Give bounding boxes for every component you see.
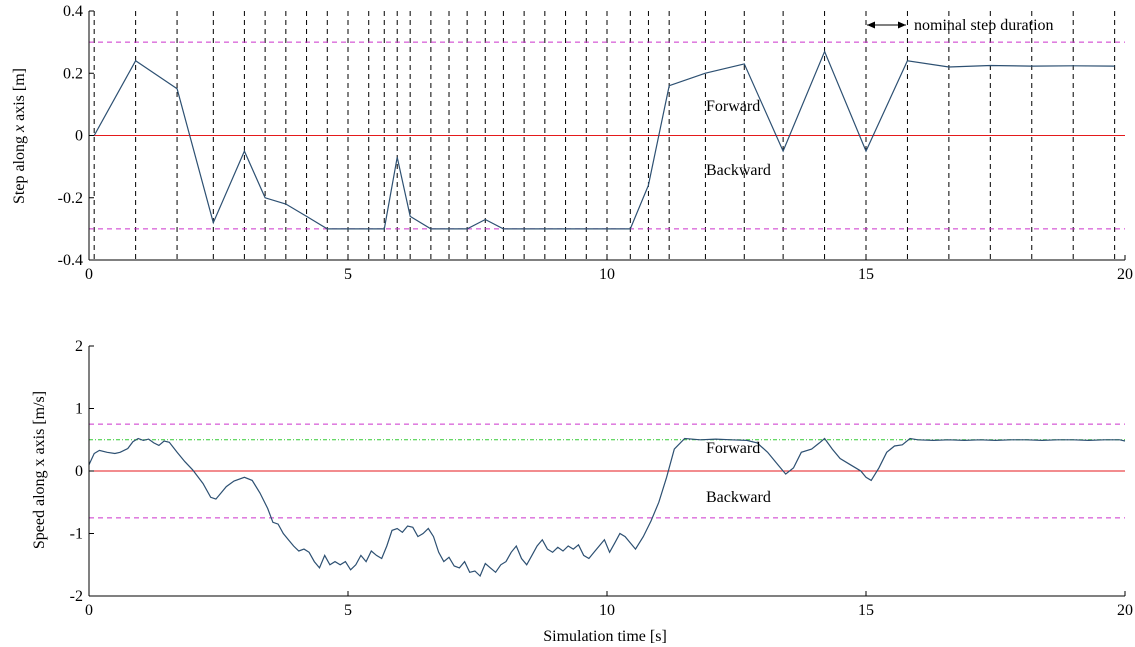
backward-label: Backward bbox=[706, 162, 771, 179]
y-tick-label: 0.2 bbox=[63, 65, 83, 82]
y-tick-label: -0.2 bbox=[58, 190, 83, 207]
y-tick-label: 2 bbox=[75, 338, 83, 355]
x-tick-label: 20 bbox=[1117, 602, 1133, 619]
x-tick-label: 5 bbox=[344, 602, 352, 619]
backward-label: Backward bbox=[706, 489, 771, 506]
x-tick-label: 0 bbox=[85, 266, 93, 283]
x-tick-label: 10 bbox=[599, 266, 615, 283]
y-tick-labels: 0.4 0.2 0 -0.2 -0.4 bbox=[58, 3, 83, 269]
y-axis-label: Step along x axis [m] bbox=[11, 68, 28, 204]
x-tick-labels: 0 5 10 15 20 bbox=[85, 266, 1133, 283]
step-length-series bbox=[93, 49, 1115, 230]
nominal-duration-arrow bbox=[867, 21, 906, 29]
x-tick-label: 15 bbox=[858, 602, 874, 619]
speed-chart: 0 5 10 15 20 210-1-2 Speed along x axis [m/s… bbox=[31, 338, 1133, 645]
step-time-markers bbox=[93, 11, 1116, 260]
speed-series bbox=[88, 437, 1126, 578]
y-tick-label: -1 bbox=[70, 526, 83, 543]
y-tick-label: 0 bbox=[75, 463, 83, 480]
x-tick-label: 20 bbox=[1117, 266, 1133, 283]
step-chart: 0 5 10 15 20 0.4 0.2 0 -0.2 -0.4 Step along x ax… bbox=[11, 3, 1133, 283]
y-tick-labels: 2 1 0 -1 -2 bbox=[70, 338, 83, 605]
x-tick-label: 5 bbox=[344, 266, 352, 283]
y-tick-label: 0.4 bbox=[63, 3, 83, 20]
x-tick-labels: 0 5 10 15 20 bbox=[85, 602, 1133, 619]
y-tick-label: -2 bbox=[70, 588, 83, 605]
axes-frame bbox=[88, 10, 1126, 261]
y-tick-label: -0.4 bbox=[58, 252, 83, 269]
reference-lines bbox=[89, 423, 1125, 519]
x-tick-label: 10 bbox=[599, 602, 615, 619]
y-axis-label: Speed along x axis [m/s] bbox=[31, 391, 48, 549]
x-tick-label: 0 bbox=[85, 602, 93, 619]
nominal-step-duration-label: nominal step duration bbox=[914, 17, 1054, 34]
axes-frame bbox=[88, 345, 1126, 597]
forward-label: Forward bbox=[706, 98, 760, 115]
forward-label: Forward bbox=[706, 440, 760, 457]
y-tick-label: 0 bbox=[75, 128, 83, 145]
x-tick-label: 15 bbox=[858, 266, 874, 283]
y-tick-label: 1 bbox=[75, 401, 83, 418]
x-axis-label: Simulation time [s] bbox=[543, 628, 667, 645]
